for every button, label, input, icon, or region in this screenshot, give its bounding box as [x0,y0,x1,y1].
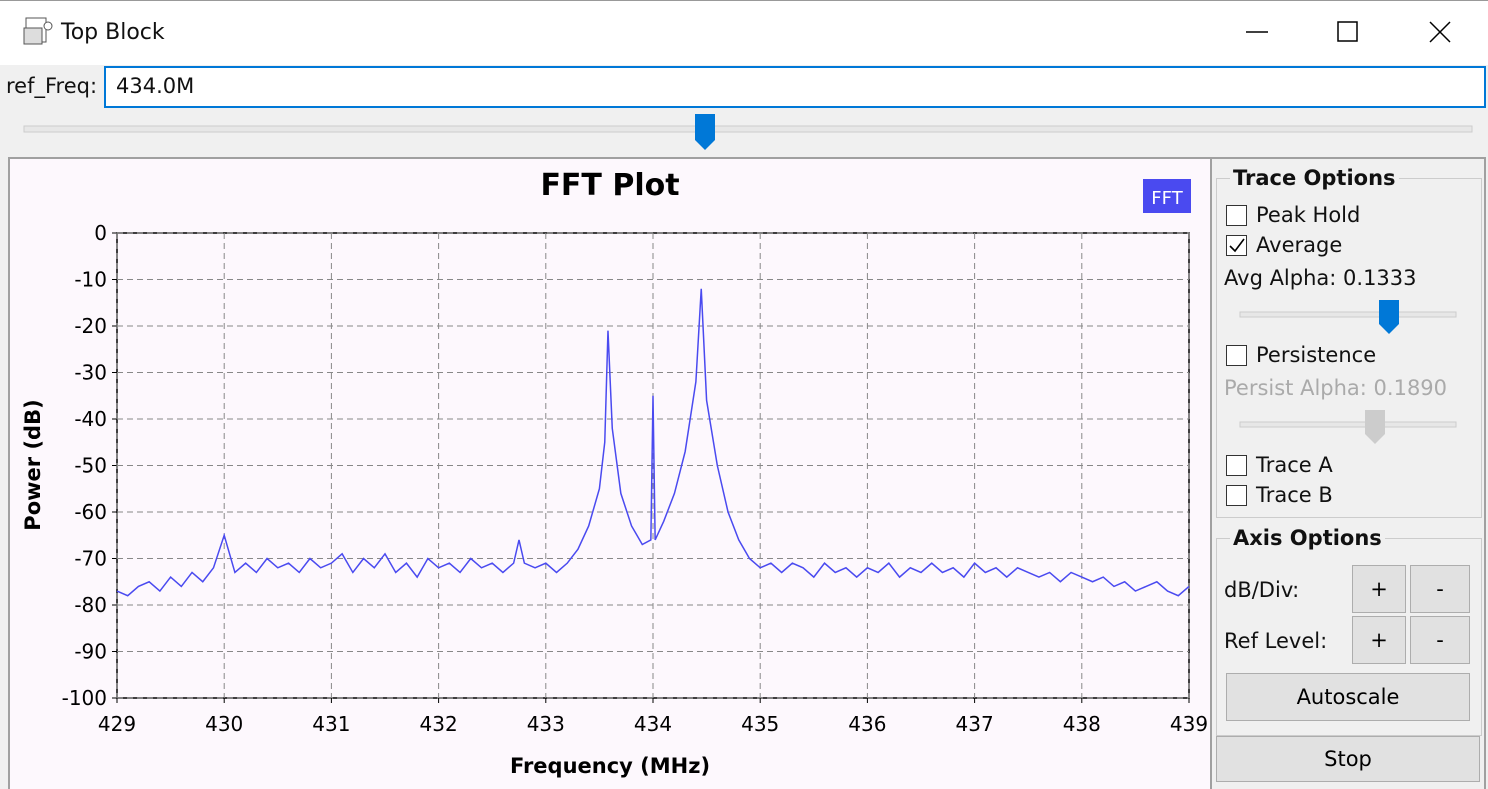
window-buttons[interactable] [1230,14,1470,50]
checkbox[interactable] [1226,205,1247,226]
db-div-label: dB/Div: [1224,578,1300,602]
chart-title: FFT Plot [540,168,679,203]
x-tick-label: 432 [420,712,458,736]
y-axis-label: Power (dB) [21,399,45,530]
ref-level-minus[interactable]: - [1410,616,1470,664]
x-tick-label: 437 [956,712,994,736]
x-tick-label: 435 [741,712,779,736]
ref-level-plus[interactable]: + [1352,616,1406,664]
window-title: Top Block [61,20,165,45]
avg-alpha-slider[interactable] [1236,296,1460,338]
title-bar [0,0,1488,65]
y-tick-label: -10 [74,268,107,292]
trace-line [116,288,1190,597]
db-div-minus[interactable]: - [1410,565,1470,613]
x-tick-label: 438 [1063,712,1101,736]
app-icon [23,17,53,45]
checkbox-label[interactable]: Persistence [1256,343,1377,367]
legend-label: FFT [1151,188,1183,209]
x-axis-label: Frequency (MHz) [510,754,710,778]
checkbox[interactable] [1226,345,1247,366]
persist-alpha-label: Persist Alpha: 0.1890 [1224,376,1448,400]
y-tick-label: -90 [74,640,107,664]
checkbox-label[interactable]: Trace A [1256,453,1333,477]
checkbox-label[interactable]: Average [1256,233,1343,257]
avg-alpha-label: Avg Alpha: 0.1333 [1224,266,1417,290]
checkbox[interactable] [1226,235,1247,256]
checkbox-label[interactable]: Trace B [1256,483,1333,507]
y-tick-label: -30 [74,361,107,385]
x-tick-label: 430 [205,712,243,736]
ref-freq-label: ref_Freq: [6,74,98,98]
x-tick-label: 436 [848,712,886,736]
ref-freq-slider[interactable] [20,112,1480,154]
legend-swatch [1143,179,1191,213]
ref-freq-input[interactable]: 434.0M [104,66,1486,108]
y-tick-label: -40 [74,407,107,431]
db-div-plus[interactable]: + [1352,565,1406,613]
x-tick-label: 431 [312,712,350,736]
check-mark [1229,238,1245,253]
persist-alpha-slider [1239,410,1457,444]
checkbox[interactable] [1226,485,1247,506]
y-tick-label: -20 [74,314,107,338]
checkbox[interactable] [1226,455,1247,476]
checkbox-label[interactable]: Peak Hold [1256,203,1361,227]
x-tick-label: 429 [98,712,136,736]
ref-level-label: Ref Level: [1224,629,1328,653]
y-tick-label: 0 [94,221,107,245]
y-tick-label: -70 [74,547,107,571]
y-tick-label: -50 [74,454,107,478]
trace-options-title: Trace Options [1230,166,1399,190]
main-frame [8,157,1486,789]
y-tick-label: -80 [74,593,107,617]
autoscale-button[interactable]: Autoscale [1226,673,1470,721]
x-tick-label: 433 [527,712,565,736]
axis-options-title: Axis Options [1230,526,1385,550]
y-tick-label: -60 [74,500,107,524]
stop-button[interactable]: Stop [1216,736,1480,782]
x-tick-label: 434 [634,712,672,736]
x-tick-label: 439 [1170,712,1208,736]
y-tick-label: -100 [62,686,107,710]
side-panel [1210,159,1484,789]
fft-plot: FFT Plot Frequency (MHz) Power (dB) 0 -10… [10,159,1210,789]
